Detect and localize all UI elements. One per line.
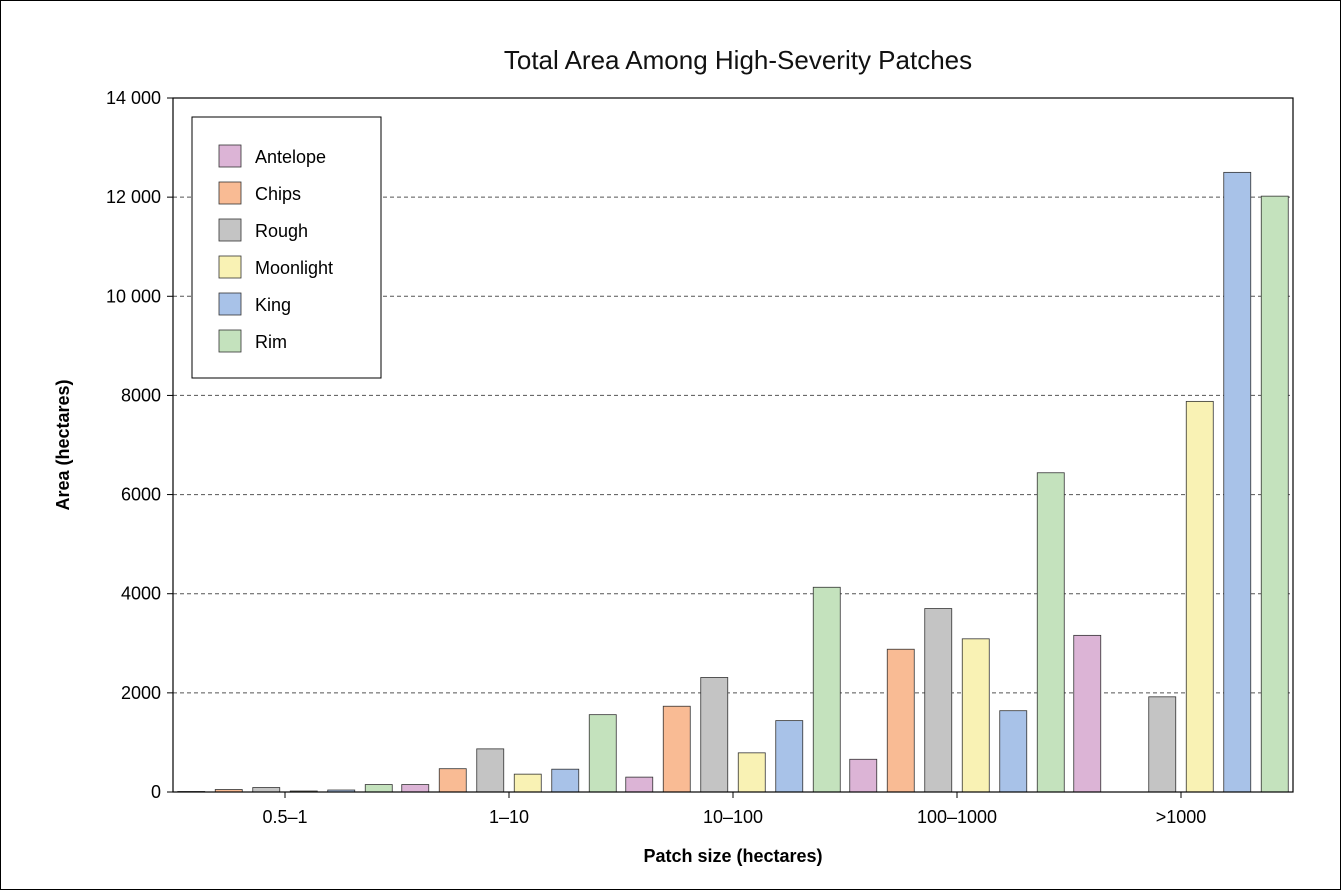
bar-rough-4 (1148, 696, 1177, 793)
legend-swatch-chips (218, 181, 242, 205)
chart-title: Total Area Among High-Severity Patches (504, 45, 972, 75)
gridlines (173, 196, 1293, 694)
bar-moonlight-4 (1185, 400, 1214, 793)
bar-rough-3 (924, 608, 953, 793)
bar-chips-1 (438, 768, 467, 793)
bar-king-3 (999, 710, 1028, 793)
x-axis-ticks: 0.5–1 1–10 10–100 100–1000 >1000 (262, 792, 1206, 827)
bar-king-2 (775, 720, 804, 793)
bar-chips-2 (662, 705, 691, 793)
bar-antelope-2 (625, 776, 654, 793)
legend-label-rim: Rim (255, 332, 287, 352)
legend-swatch-king (218, 292, 242, 316)
x-tick-label: >1000 (1156, 807, 1207, 827)
x-tick-label: 10–100 (703, 807, 763, 827)
bar-moonlight-3 (961, 638, 990, 793)
legend-swatch-rough (218, 218, 242, 242)
legend-label-chips: Chips (255, 184, 301, 204)
bar-king-1 (551, 768, 580, 793)
legend: Antelope Chips Rough Moonlight King Rim (191, 116, 382, 379)
bar-antelope-1 (401, 784, 430, 793)
y-axis-label: Area (hectares) (53, 379, 73, 510)
legend-label-king: King (255, 295, 291, 315)
bar-moonlight-1 (513, 773, 542, 793)
bar-antelope-3 (849, 758, 878, 793)
x-tick-label: 100–1000 (917, 807, 997, 827)
y-tick-label: 6000 (121, 485, 161, 505)
y-tick-label: 8000 (121, 385, 161, 405)
bar-rough-0 (252, 787, 281, 793)
bars (177, 171, 1289, 793)
legend-swatch-moonlight (218, 255, 242, 279)
legend-label-antelope: Antelope (255, 147, 326, 167)
y-tick-label: 0 (151, 782, 161, 802)
bar-rough-2 (700, 677, 729, 793)
bar-rim-3 (1036, 472, 1065, 793)
legend-label-moonlight: Moonlight (255, 258, 333, 278)
bar-rough-1 (476, 748, 505, 793)
x-tick-label: 1–10 (489, 807, 529, 827)
legend-swatch-antelope (218, 144, 242, 168)
bar-rim-0 (364, 784, 393, 793)
bar-king-4 (1223, 171, 1252, 793)
y-tick-label: 2000 (121, 683, 161, 703)
bar-rim-1 (588, 714, 617, 793)
bar-rim-4 (1260, 195, 1289, 793)
y-tick-label: 4000 (121, 584, 161, 604)
legend-swatch-rim (218, 329, 242, 353)
x-tick-label: 0.5–1 (262, 807, 307, 827)
y-tick-label: 10 000 (106, 286, 161, 306)
bar-moonlight-2 (737, 752, 766, 793)
y-tick-label: 14 000 (106, 88, 161, 108)
legend-label-rough: Rough (255, 221, 308, 241)
bar-antelope-4 (1073, 634, 1102, 793)
bar-rim-2 (812, 586, 841, 793)
y-axis-ticks: 0 2000 4000 6000 8000 10 000 12 000 14 000 (106, 88, 173, 802)
bar-chips-3 (886, 648, 915, 793)
x-axis-label: Patch size (hectares) (643, 846, 822, 866)
y-tick-label: 12 000 (106, 187, 161, 207)
